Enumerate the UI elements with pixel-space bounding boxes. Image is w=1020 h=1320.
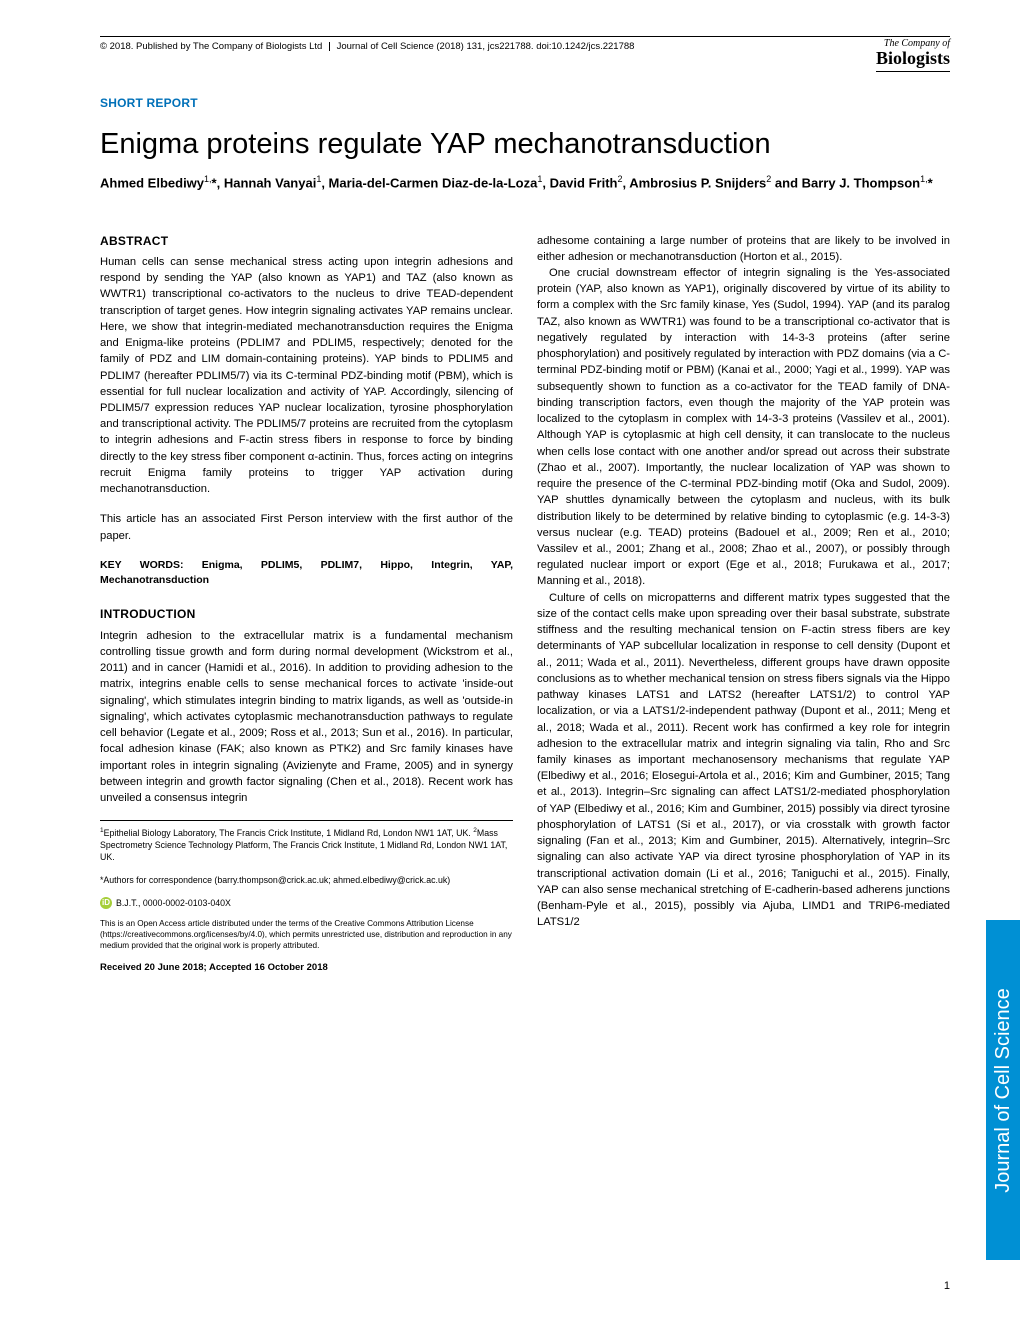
right-paragraph-1: adhesome containing a large number of pr… [537,233,950,265]
page-number: 1 [944,1280,950,1292]
left-column: ABSTRACT Human cells can sense mechanica… [100,233,513,976]
keywords: KEY WORDS: Enigma, PDLIM5, PDLIM7, Hippo… [100,558,513,588]
journal-side-tab: Journal of Cell Science [986,920,1020,1260]
journal-citation: Journal of Cell Science (2018) 131, jcs2… [337,41,635,52]
affiliations: 1Epithelial Biology Laboratory, The Fran… [100,827,513,864]
introduction-text: Integrin adhesion to the extracellular m… [100,628,513,807]
authors-list: Ahmed Elbediwy1,*, Hannah Vanyai1, Maria… [100,173,950,193]
intro-paragraph-1: Integrin adhesion to the extracellular m… [100,628,513,807]
affiliation-rule [100,820,513,821]
license-text: This is an Open Access article distribut… [100,919,513,951]
right-column: adhesome containing a large number of pr… [537,233,950,976]
correspondence: *Authors for correspondence (barry.thomp… [100,874,513,887]
publisher-logo: The Company of Biologists [876,39,950,72]
page-container: © 2018. Published by The Company of Biol… [0,0,1020,1005]
right-paragraph-2: One crucial downstream effector of integ… [537,265,950,590]
header-row: © 2018. Published by The Company of Biol… [100,39,950,72]
orcid-icon: iD [100,897,112,909]
header-separator [329,42,330,51]
section-label: SHORT REPORT [100,96,950,110]
two-column-layout: ABSTRACT Human cells can sense mechanica… [100,233,950,976]
logo-bottom-text: Biologists [876,49,950,67]
orcid-id: B.J.T., 0000-0002-0103-040X [116,897,231,910]
article-title: Enigma proteins regulate YAP mechanotran… [100,128,950,161]
copyright-text: © 2018. Published by The Company of Biol… [100,41,322,52]
header-meta: © 2018. Published by The Company of Biol… [100,39,634,52]
abstract-heading: ABSTRACT [100,233,513,250]
introduction-heading: INTRODUCTION [100,606,513,623]
abstract-text: Human cells can sense mechanical stress … [100,254,513,498]
first-person-note: This article has an associated First Per… [100,511,513,543]
received-accepted-dates: Received 20 June 2018; Accepted 16 Octob… [100,961,513,975]
top-rule [100,36,950,37]
side-tab-text: Journal of Cell Science [992,988,1015,1193]
right-paragraph-3: Culture of cells on micropatterns and di… [537,590,950,931]
logo-rule [876,71,950,72]
orcid-row: iD B.J.T., 0000-0002-0103-040X [100,897,513,910]
